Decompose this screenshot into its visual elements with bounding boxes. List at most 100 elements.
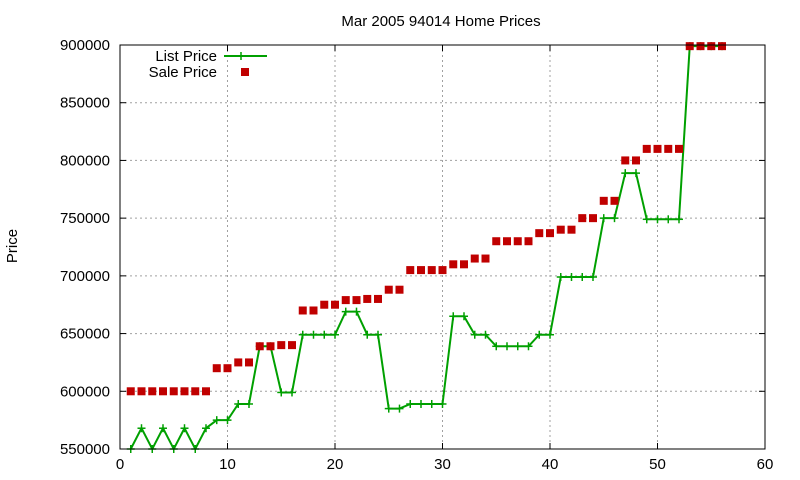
list-price-point <box>417 399 425 408</box>
sale-price-point <box>492 237 501 246</box>
list-price-point <box>481 330 490 339</box>
list-price-point <box>159 424 167 433</box>
list-price-point <box>384 404 393 413</box>
list-price-point <box>331 330 339 339</box>
sale-price-point <box>406 266 415 275</box>
list-price-point <box>234 399 243 408</box>
x-tick-label: 20 <box>327 456 344 473</box>
y-tick-label: 900000 <box>60 37 110 54</box>
sale-price-point <box>309 306 318 315</box>
list-price-point <box>395 404 404 413</box>
sale-price-point <box>126 387 135 396</box>
list-price-point <box>642 215 651 224</box>
list-price-point <box>309 330 318 339</box>
list-price-point <box>503 342 511 351</box>
x-tick-label: 10 <box>219 456 236 473</box>
list-price-point <box>470 330 479 339</box>
sale-price-point <box>438 266 447 275</box>
sale-price-point <box>352 296 361 305</box>
list-price-point <box>460 312 468 321</box>
list-price-point <box>202 424 210 433</box>
list-price-point <box>277 388 286 397</box>
list-price-point <box>438 399 447 408</box>
sale-price-point <box>696 42 705 51</box>
list-price-line <box>129 45 722 452</box>
sale-price-point <box>191 387 200 396</box>
sale-price-point <box>277 341 286 350</box>
sale-price-point <box>234 358 243 367</box>
x-tick-label: 0 <box>116 456 124 473</box>
sale-price-point <box>621 156 630 165</box>
list-price-point <box>632 169 640 178</box>
sale-price-point <box>341 296 350 305</box>
x-tick-label: 60 <box>757 456 774 473</box>
list-price-point <box>578 273 587 282</box>
y-tick-label: 650000 <box>60 326 110 343</box>
sale-price-point <box>524 237 533 246</box>
list-price-point <box>363 330 372 339</box>
list-price-point <box>621 169 630 178</box>
axis-ticks: 0 10 20 30 40 50 60 550000 600000 650000 700000 750… <box>60 37 773 473</box>
y-tick-label: 600000 <box>60 383 110 400</box>
list-price-point <box>427 399 436 408</box>
list-price-point <box>599 214 608 223</box>
sale-price-point <box>320 300 329 309</box>
sale-price-point <box>417 266 425 275</box>
list-price-point <box>556 273 565 282</box>
sale-price-point <box>718 42 726 51</box>
sale-price-point <box>546 229 554 238</box>
y-tick-label: 550000 <box>60 441 110 458</box>
y-axis-label: Price <box>4 229 21 263</box>
list-price-point <box>449 312 458 321</box>
sale-price-point <box>460 260 468 269</box>
sale-price-point <box>449 260 458 269</box>
list-price-point <box>180 424 189 433</box>
sale-price-point <box>384 285 393 294</box>
sale-price-point <box>589 214 597 223</box>
list-price-point <box>664 215 673 224</box>
x-tick-label: 50 <box>649 456 666 473</box>
sale-price-point <box>427 266 436 275</box>
list-price-point <box>137 424 146 433</box>
list-price-point <box>524 342 533 351</box>
sale-price-point <box>245 358 253 367</box>
sale-price-point <box>513 237 522 246</box>
list-price-point <box>223 416 232 425</box>
list-price-point <box>298 330 307 339</box>
sale-price-point <box>298 306 307 315</box>
sale-price-point <box>363 294 372 303</box>
sale-price-point <box>331 300 339 309</box>
sale-price-point <box>148 387 157 396</box>
sale-price-point <box>223 364 232 373</box>
sale-price-point <box>535 229 544 238</box>
legend-label: List Price <box>155 48 217 65</box>
list-price-point <box>288 388 296 397</box>
sale-price-point <box>642 144 651 153</box>
list-price-point <box>567 273 576 282</box>
list-price-point <box>374 330 382 339</box>
legend-sale-price-marker <box>241 68 249 76</box>
sale-price-point <box>675 144 683 153</box>
y-tick-label: 850000 <box>60 95 110 112</box>
sale-price-point <box>503 237 511 246</box>
grid-lines <box>120 45 765 449</box>
sale-price-point <box>481 254 490 263</box>
x-tick-label: 40 <box>542 456 559 473</box>
y-tick-label: 700000 <box>60 268 110 285</box>
list-price-point <box>535 330 544 339</box>
sale-price-point <box>685 42 694 51</box>
list-price-point <box>589 273 597 282</box>
sale-price-point <box>159 387 167 396</box>
list-price-point <box>352 307 361 316</box>
list-price-point <box>546 330 554 339</box>
sale-price-point <box>255 342 264 351</box>
y-tick-label: 750000 <box>60 210 110 227</box>
sale-price-point <box>169 387 178 396</box>
sale-price-point <box>374 294 382 303</box>
sale-price-point <box>288 341 296 350</box>
sale-price-point <box>653 144 662 153</box>
list-price-point <box>513 342 522 351</box>
plot-frame <box>119 44 766 450</box>
